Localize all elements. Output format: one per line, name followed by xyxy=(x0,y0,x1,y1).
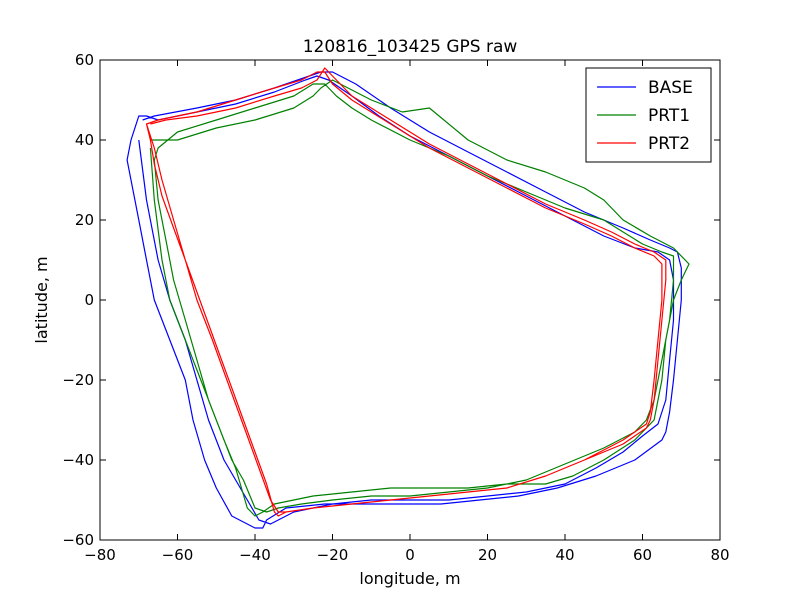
plot-series-group xyxy=(126,67,690,529)
x-tick-label: −80 xyxy=(84,546,116,564)
legend-label-prt2: PRT2 xyxy=(648,134,690,154)
y-tick-label: −60 xyxy=(62,531,94,549)
y-tick-label: −40 xyxy=(62,451,94,469)
x-tick-label: 20 xyxy=(478,546,497,564)
y-axis-label: latitude, m xyxy=(32,256,51,343)
y-tick-label: 20 xyxy=(75,211,94,229)
series-line-prt2 xyxy=(145,67,667,517)
y-tick-label: 60 xyxy=(75,51,94,69)
legend-label-base: BASE xyxy=(648,78,693,98)
y-tick-label: 40 xyxy=(75,131,94,149)
y-tick-label: 0 xyxy=(84,291,94,309)
x-tick-label: 40 xyxy=(555,546,574,564)
x-axis-label: longitude, m xyxy=(359,569,460,588)
x-tick-label: −60 xyxy=(162,546,194,564)
series-line-prt1 xyxy=(149,79,690,517)
y-axis: −60 −40 −20 0 20 40 60 xyxy=(62,51,720,549)
x-tick-label: −40 xyxy=(239,546,271,564)
legend-label-prt1: PRT1 xyxy=(648,106,690,126)
x-tick-label: 0 xyxy=(405,546,415,564)
x-tick-label: 80 xyxy=(710,546,729,564)
y-tick-label: −20 xyxy=(62,371,94,389)
x-axis: −80 −60 −40 −20 0 20 40 60 80 xyxy=(84,60,730,564)
x-tick-label: −20 xyxy=(317,546,349,564)
chart-title: 120816_103425 GPS raw xyxy=(303,37,518,57)
legend: BASE PRT1 PRT2 xyxy=(585,67,712,163)
x-tick-label: 60 xyxy=(633,546,652,564)
series-line-base xyxy=(126,71,682,529)
